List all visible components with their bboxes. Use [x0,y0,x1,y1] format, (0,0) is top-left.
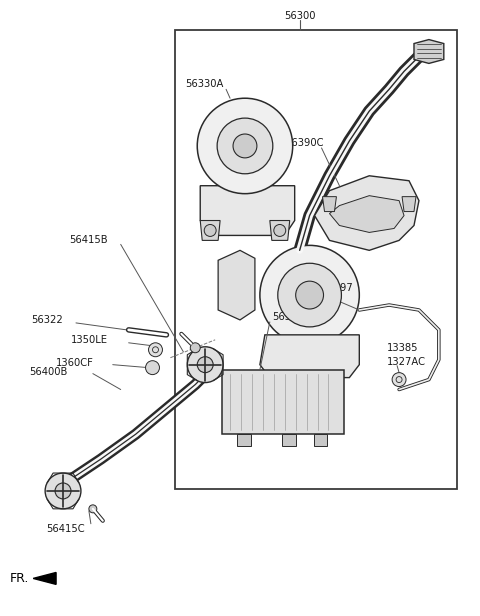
Polygon shape [414,39,444,63]
Text: 56300: 56300 [284,10,315,21]
Text: 56415B: 56415B [69,235,108,245]
Circle shape [278,263,341,327]
Text: 1360CF: 1360CF [56,358,94,368]
Polygon shape [329,196,404,232]
Text: 56322: 56322 [31,315,63,325]
Text: 56390C: 56390C [285,138,323,148]
Text: 1327AC: 1327AC [387,357,426,367]
Text: 1350LE: 1350LE [71,335,108,345]
Bar [313,434,327,446]
Circle shape [274,224,286,237]
Circle shape [197,98,293,193]
Circle shape [55,483,71,499]
Polygon shape [270,221,290,240]
Circle shape [190,342,200,353]
Text: 56400B: 56400B [29,367,68,376]
Polygon shape [200,185,295,235]
Bar [222,370,344,434]
Text: 56415C: 56415C [46,524,85,533]
Polygon shape [33,572,56,585]
Text: 13385: 13385 [387,342,419,353]
Polygon shape [323,197,336,211]
Circle shape [89,505,97,513]
Text: 56340C: 56340C [272,312,310,322]
Text: FR.: FR. [9,572,29,585]
Bar [282,434,296,446]
Circle shape [217,118,273,174]
Circle shape [148,342,162,357]
Circle shape [296,281,324,309]
Circle shape [45,473,81,509]
Bar [237,434,251,446]
Polygon shape [218,250,255,320]
Polygon shape [200,221,220,240]
Polygon shape [402,197,416,211]
Circle shape [187,347,223,383]
Polygon shape [314,176,419,250]
Circle shape [197,357,213,373]
Circle shape [392,373,406,387]
Circle shape [145,361,159,375]
Polygon shape [260,335,360,378]
Circle shape [204,224,216,237]
Circle shape [233,134,257,158]
Circle shape [260,245,360,345]
Text: 56330A: 56330A [185,79,224,89]
Text: 56397: 56397 [322,283,353,293]
